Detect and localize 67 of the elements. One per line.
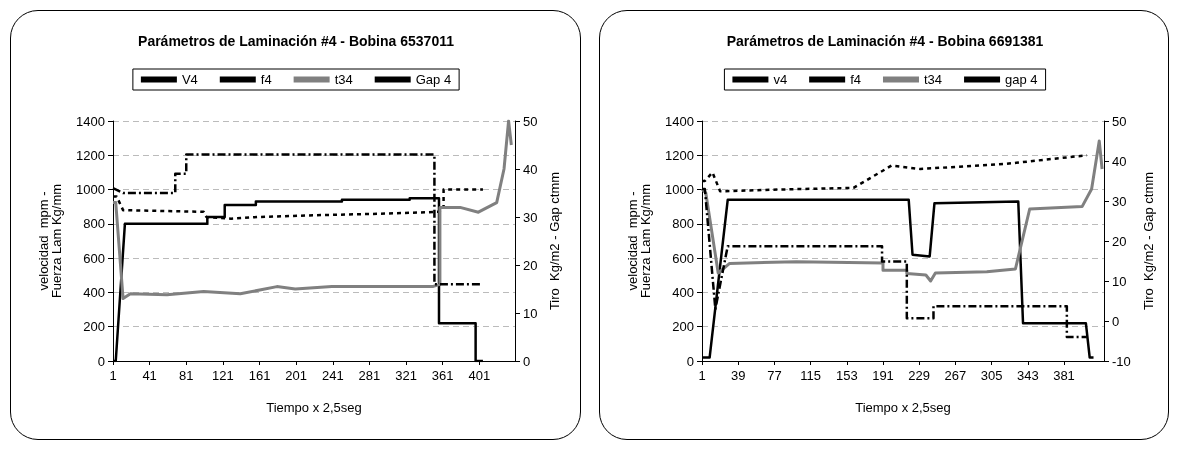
x-tick-label: 41 bbox=[142, 368, 157, 383]
y-tick-label: 1200 bbox=[76, 147, 105, 163]
legend-label: V4 bbox=[181, 72, 198, 87]
x-tick-label: 229 bbox=[907, 368, 930, 383]
y2-axis-title: Tiro Kg/m2 - Gap ctmm bbox=[547, 171, 563, 311]
y-tick-label: 1000 bbox=[664, 182, 694, 198]
y-tick-label: 1000 bbox=[76, 182, 105, 198]
y2-tick-label: 0 bbox=[1111, 313, 1119, 329]
y-tick-label: 800 bbox=[671, 216, 694, 232]
y-tick-label: 400 bbox=[671, 284, 694, 300]
y-axis-title: velocidad mpm - Fuerza Lam Kg/mm bbox=[624, 183, 653, 299]
legend-label: Gap 4 bbox=[415, 72, 452, 87]
y2-tick-label: 40 bbox=[1111, 153, 1126, 169]
x-tick-label: 1 bbox=[697, 368, 706, 383]
x-tick-label: 305 bbox=[980, 368, 1002, 383]
x-tick-label: 281 bbox=[358, 368, 381, 383]
y-tick-label: 200 bbox=[671, 319, 694, 335]
y2-tick-label: 0 bbox=[523, 353, 531, 369]
y-tick-label: 600 bbox=[671, 250, 694, 266]
y-tick-label: 600 bbox=[83, 250, 105, 266]
legend-label: f4 bbox=[849, 72, 861, 87]
x-tick-label: 321 bbox=[395, 368, 417, 383]
x-tick-label: 191 bbox=[871, 368, 894, 383]
legend-label: f4 bbox=[260, 72, 272, 87]
y2-tick-label: 50 bbox=[523, 113, 538, 129]
y2-tick-label: 50 bbox=[1111, 113, 1126, 129]
y2-tick-label: 30 bbox=[523, 209, 538, 225]
y2-tick-label: 20 bbox=[1111, 233, 1126, 249]
y-tick-label: 1200 bbox=[664, 147, 694, 163]
x-tick-label: 241 bbox=[321, 368, 344, 383]
y2-axis-title: Tiro Kg/m2 - Gap ctmm bbox=[1140, 171, 1156, 311]
x-tick-label: 343 bbox=[1016, 368, 1039, 383]
y-tick-label: 0 bbox=[686, 353, 694, 369]
x-tick-label: 81 bbox=[179, 368, 194, 383]
chart-title: Parámetros de Laminación #4 - Bobina 6691381 bbox=[726, 33, 1044, 49]
y2-tick-label: 10 bbox=[523, 305, 538, 321]
x-tick-label: 121 bbox=[212, 368, 234, 383]
y2-tick-label: 40 bbox=[523, 161, 538, 177]
x-axis-title: Tiempo x 2,5seg bbox=[266, 400, 362, 415]
y-tick-label: 0 bbox=[97, 353, 105, 369]
x-tick-label: 77 bbox=[766, 368, 782, 383]
chart-title: Parámetros de Laminación #4 - Bobina 6537011 bbox=[138, 33, 455, 49]
y2-tick-label: -10 bbox=[1111, 353, 1131, 369]
x-tick-label: 267 bbox=[944, 368, 966, 383]
x-tick-label: 1 bbox=[109, 368, 117, 383]
y-tick-label: 1400 bbox=[76, 113, 105, 129]
x-tick-label: 381 bbox=[1052, 368, 1075, 383]
legend-label: t34 bbox=[923, 72, 942, 87]
x-tick-label: 361 bbox=[431, 368, 454, 383]
y-tick-label: 800 bbox=[83, 216, 105, 232]
y-tick-label: 1400 bbox=[664, 113, 694, 129]
legend-label: gap 4 bbox=[1004, 72, 1038, 87]
y-tick-label: 200 bbox=[83, 319, 105, 335]
y-tick-label: 400 bbox=[83, 284, 105, 300]
legend-label: v4 bbox=[772, 72, 787, 87]
x-tick-label: 39 bbox=[730, 368, 745, 383]
x-axis-title: Tiempo x 2,5seg bbox=[854, 400, 951, 415]
x-tick-label: 115 bbox=[799, 368, 821, 383]
y2-tick-label: 10 bbox=[1111, 273, 1126, 289]
x-tick-label: 201 bbox=[285, 368, 307, 383]
legend-label: t34 bbox=[334, 72, 353, 87]
x-tick-label: 153 bbox=[835, 368, 858, 383]
y2-tick-label: 20 bbox=[523, 257, 538, 273]
x-tick-label: 161 bbox=[248, 368, 271, 383]
x-tick-label: 401 bbox=[468, 368, 491, 383]
y2-tick-label: 30 bbox=[1111, 193, 1126, 209]
y-axis-title: velocidad mpm - Fuerza Lam Kg/mm bbox=[36, 183, 64, 299]
